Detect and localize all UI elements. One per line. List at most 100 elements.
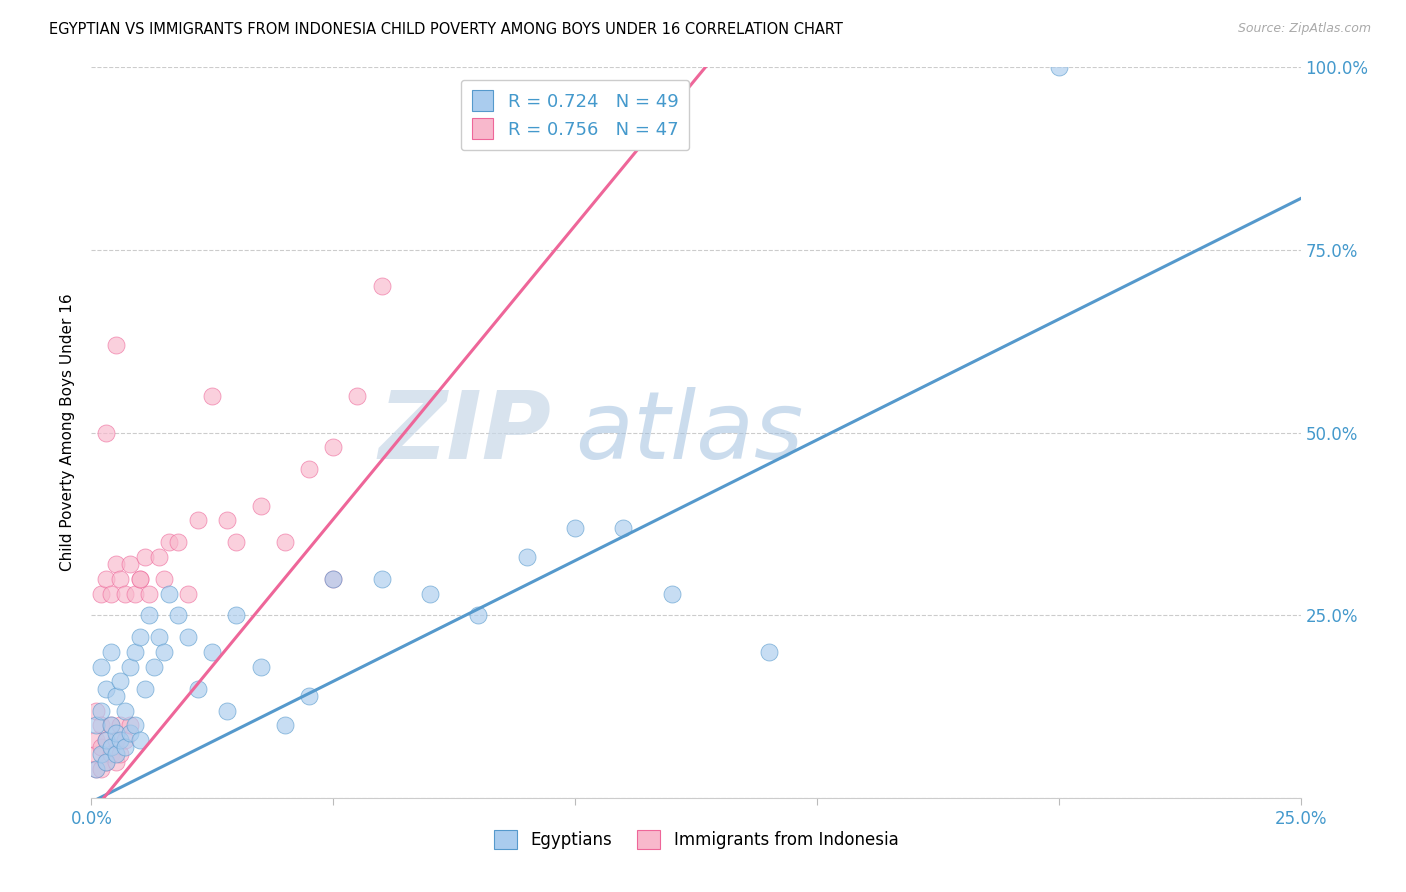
Point bbox=[128, 732, 150, 747]
Point bbox=[249, 499, 271, 513]
Text: EGYPTIAN VS IMMIGRANTS FROM INDONESIA CHILD POVERTY AMONG BOYS UNDER 16 CORRELAT: EGYPTIAN VS IMMIGRANTS FROM INDONESIA CH… bbox=[49, 22, 844, 37]
Point bbox=[90, 740, 112, 755]
Point bbox=[94, 732, 117, 747]
Point bbox=[157, 535, 180, 549]
Point bbox=[94, 572, 117, 586]
Point bbox=[110, 674, 132, 689]
Point bbox=[84, 704, 107, 718]
Point bbox=[322, 440, 344, 454]
Point bbox=[661, 586, 683, 600]
Point bbox=[104, 725, 127, 739]
Legend: Egyptians, Immigrants from Indonesia: Egyptians, Immigrants from Indonesia bbox=[486, 823, 905, 855]
Point bbox=[274, 535, 297, 549]
Point bbox=[90, 704, 112, 718]
Point bbox=[134, 549, 156, 564]
Point bbox=[100, 645, 122, 659]
Point bbox=[84, 732, 107, 747]
Point bbox=[177, 586, 200, 600]
Point bbox=[134, 681, 156, 696]
Point bbox=[177, 631, 200, 645]
Point bbox=[120, 558, 142, 572]
Point bbox=[298, 689, 321, 703]
Point bbox=[110, 732, 132, 747]
Point bbox=[148, 549, 170, 564]
Point bbox=[143, 659, 166, 673]
Point bbox=[153, 645, 176, 659]
Point bbox=[148, 631, 170, 645]
Point bbox=[467, 608, 489, 623]
Point bbox=[94, 425, 117, 440]
Point bbox=[215, 513, 238, 527]
Point bbox=[90, 747, 112, 762]
Text: ZIP: ZIP bbox=[378, 386, 551, 479]
Point bbox=[84, 762, 107, 776]
Point bbox=[90, 762, 112, 776]
Point bbox=[322, 572, 344, 586]
Point bbox=[516, 549, 538, 564]
Point bbox=[104, 558, 127, 572]
Point bbox=[104, 338, 127, 352]
Point bbox=[298, 462, 321, 476]
Point bbox=[114, 586, 136, 600]
Point bbox=[201, 645, 224, 659]
Point bbox=[419, 586, 441, 600]
Point bbox=[249, 659, 271, 673]
Point bbox=[104, 747, 127, 762]
Point bbox=[100, 747, 122, 762]
Point bbox=[84, 762, 107, 776]
Point bbox=[114, 732, 136, 747]
Point bbox=[104, 689, 127, 703]
Point bbox=[157, 586, 180, 600]
Point bbox=[187, 513, 209, 527]
Point bbox=[274, 718, 297, 732]
Point bbox=[94, 732, 117, 747]
Point bbox=[100, 718, 122, 732]
Point bbox=[120, 725, 142, 739]
Point bbox=[346, 389, 368, 403]
Point bbox=[94, 681, 117, 696]
Point bbox=[110, 572, 132, 586]
Point bbox=[322, 572, 344, 586]
Text: Source: ZipAtlas.com: Source: ZipAtlas.com bbox=[1237, 22, 1371, 36]
Point bbox=[128, 572, 150, 586]
Point bbox=[153, 572, 176, 586]
Point bbox=[215, 704, 238, 718]
Point bbox=[128, 572, 150, 586]
Point bbox=[90, 718, 112, 732]
Point bbox=[100, 586, 122, 600]
Text: atlas: atlas bbox=[575, 387, 803, 478]
Point bbox=[167, 608, 190, 623]
Point bbox=[90, 659, 112, 673]
Point bbox=[124, 718, 146, 732]
Point bbox=[100, 718, 122, 732]
Point bbox=[84, 718, 107, 732]
Point bbox=[370, 279, 392, 293]
Point bbox=[120, 659, 142, 673]
Point bbox=[758, 645, 780, 659]
Point bbox=[110, 747, 132, 762]
Point bbox=[124, 586, 146, 600]
Point bbox=[138, 608, 160, 623]
Point bbox=[138, 586, 160, 600]
Point bbox=[104, 732, 127, 747]
Point bbox=[114, 704, 136, 718]
Point bbox=[100, 740, 122, 755]
Point bbox=[201, 389, 224, 403]
Point bbox=[110, 718, 132, 732]
Point bbox=[124, 645, 146, 659]
Point bbox=[94, 755, 117, 769]
Point bbox=[90, 586, 112, 600]
Point bbox=[225, 608, 247, 623]
Point bbox=[225, 535, 247, 549]
Point bbox=[94, 755, 117, 769]
Point bbox=[104, 755, 127, 769]
Point bbox=[114, 740, 136, 755]
Point bbox=[84, 747, 107, 762]
Point bbox=[1047, 60, 1070, 74]
Point bbox=[612, 521, 634, 535]
Y-axis label: Child Poverty Among Boys Under 16: Child Poverty Among Boys Under 16 bbox=[60, 293, 76, 572]
Point bbox=[120, 718, 142, 732]
Point bbox=[167, 535, 190, 549]
Point bbox=[564, 521, 586, 535]
Point bbox=[187, 681, 209, 696]
